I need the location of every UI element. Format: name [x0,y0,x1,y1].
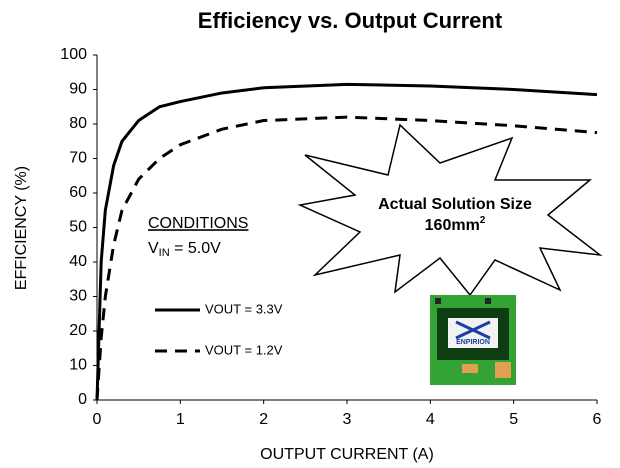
conditions-vin: VIN = 5.0V [148,240,221,259]
callout-main: 160mm [425,217,480,234]
board-part [435,298,441,304]
conditions-heading: CONDITIONS [148,215,248,232]
x-tick-label: 2 [259,411,268,428]
y-tick-label: 30 [69,288,87,305]
y-tick-label: 20 [69,322,87,339]
series-line [95,82,598,401]
legend-label: VOUT = 1.2V [205,342,283,357]
x-axis-title: OUTPUT CURRENT (A) [260,446,434,463]
board-chip [495,362,511,378]
board-part [485,298,491,304]
y-tick-label: 50 [69,219,87,236]
chart-title: Efficiency vs. Output Current [198,8,503,33]
vin-v: V [148,240,159,257]
series-line [95,115,598,401]
board-logo: ENPIRION [456,339,490,346]
board-logo-mark [455,320,491,340]
board-chip [462,364,478,373]
y-tick-label: 10 [69,357,87,374]
callout-sup: 2 [480,215,486,226]
y-tick-label: 90 [69,81,87,98]
vin-rest: = 5.0V [170,240,221,257]
y-tick-label: 70 [69,150,87,167]
callout-line2: 160mm2 [425,215,486,235]
x-tick-label: 4 [426,411,435,428]
vin-sub: IN [159,247,170,259]
y-tick-label: 100 [60,46,87,63]
callout-line1: Actual Solution Size [378,196,532,213]
board: ENPIRION [430,295,516,385]
legend-label: VOUT = 3.3V [205,301,283,316]
x-tick-label: 6 [593,411,602,428]
x-tick-label: 0 [93,411,102,428]
y-tick-label: 40 [69,253,87,270]
y-tick-label: 0 [78,391,87,408]
y-tick-label: 60 [69,184,87,201]
starburst [297,123,603,297]
y-axis-title: EFFICIENCY (%) [13,166,30,290]
y-tick-label: 80 [69,115,87,132]
x-tick-label: 1 [176,411,185,428]
x-tick-label: 5 [509,411,518,428]
x-tick-label: 3 [343,411,352,428]
